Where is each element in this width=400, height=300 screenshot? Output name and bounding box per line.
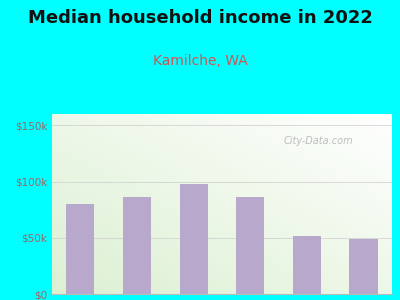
Text: City-Data.com: City-Data.com (283, 136, 353, 146)
Text: Median household income in 2022: Median household income in 2022 (28, 9, 372, 27)
Bar (350, 239, 378, 294)
Text: Kamilche, WA: Kamilche, WA (153, 54, 247, 68)
Bar (180, 184, 208, 294)
Bar (66, 204, 94, 294)
Bar (293, 236, 321, 294)
Bar (123, 197, 151, 294)
Bar (236, 197, 264, 294)
